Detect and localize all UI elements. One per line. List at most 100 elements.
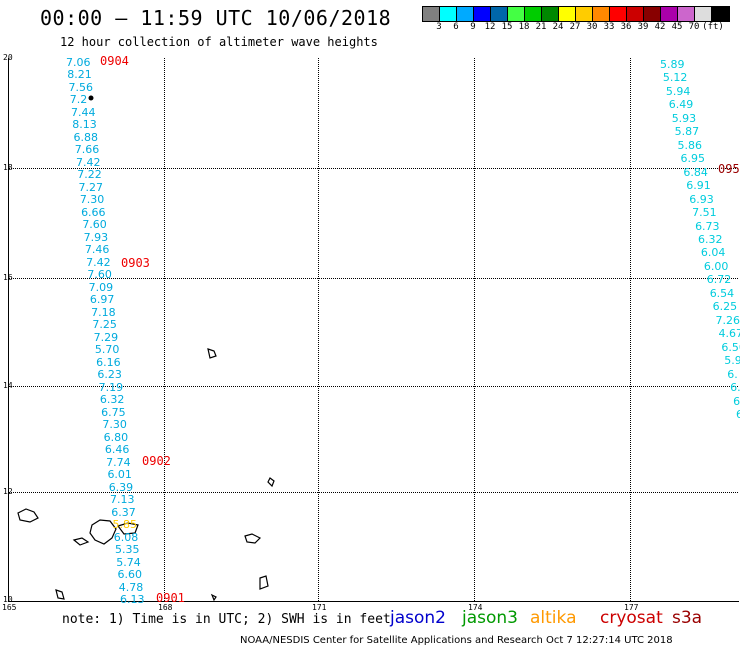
x-axis-label: 171 <box>312 603 327 612</box>
colorbar-tick-label: 42 <box>654 22 666 32</box>
swh-point-west: 6.08 <box>113 530 139 544</box>
colorbar-tick-label: 39 <box>637 22 649 32</box>
colorbar-tick-label: (ft) <box>702 22 724 32</box>
grid-line-horizontal <box>8 168 738 169</box>
satellite-legend-altika: altika <box>530 608 577 628</box>
colorbar-tick-label: 9 <box>470 22 476 32</box>
swh-point-west: 7.27 <box>78 180 104 194</box>
island-2 <box>72 537 90 546</box>
swh-point-east: 6.91 <box>686 179 711 193</box>
grid-line-vertical <box>164 58 165 601</box>
colorbar-tick-label: 24 <box>552 22 564 32</box>
swh-point-west: 6.60 <box>117 568 142 582</box>
colorbar-swatch <box>508 7 525 21</box>
colorbar-tick-label: 6 <box>453 22 459 32</box>
y-axis-label: 16 <box>3 273 13 282</box>
swh-point-west: 7.66 <box>74 143 100 157</box>
swh-point-west: 6.88 <box>73 130 99 144</box>
swh-point-east: 6.04 <box>700 246 726 260</box>
satellite-legend-s3a: s3a <box>672 608 703 628</box>
colorbar-tick-label: 36 <box>620 22 632 32</box>
swh-point-east: 6.72 <box>706 273 732 287</box>
colorbar-swatch <box>559 7 576 21</box>
swh-point-west: 6.23 <box>97 368 122 382</box>
colorbar-swatch <box>627 7 644 21</box>
grid-line-horizontal <box>8 278 738 279</box>
colorbar-swatch <box>661 7 678 21</box>
y-axis-label: 10 <box>3 595 13 604</box>
swh-point-east: 7.26 <box>715 313 740 327</box>
swh-point-west: 7.74 <box>106 455 131 469</box>
swh-point-west: 7.30 <box>79 193 105 207</box>
island-3 <box>89 519 117 545</box>
colorbar-tick-label: 15 <box>501 22 513 32</box>
swh-point-east: 5.9 <box>724 354 740 368</box>
swh-point-west: 6.75 <box>101 405 126 419</box>
satellite-legend-jason2: jason2 <box>390 608 446 628</box>
island-6 <box>267 477 275 488</box>
swh-point-east: 6.50 <box>721 340 740 354</box>
island-8 <box>259 575 269 590</box>
swh-point-west: 8.13 <box>72 118 97 132</box>
colorbar-swatch <box>644 7 661 21</box>
island-10 <box>210 593 217 602</box>
swh-point-west: 5.85 <box>112 518 137 532</box>
colorbar-swatch <box>576 7 593 21</box>
swh-point-west: 5.35 <box>114 543 140 557</box>
swh-point-east: 6. <box>730 381 740 395</box>
swh-point-west: 7.56 <box>68 80 94 94</box>
colorbar-tick-label: 21 <box>535 22 547 32</box>
swh-point-east: 6. <box>733 394 740 408</box>
colorbar-swatch <box>542 7 559 21</box>
swh-point-west: 7.22 <box>77 168 102 182</box>
swh-point-west: 7.60 <box>82 218 107 232</box>
swh-point-west: 7.06 <box>66 56 91 69</box>
colorbar-swatch <box>610 7 627 21</box>
colorbar-tick-label: 30 <box>586 22 598 32</box>
satellite-legend-cryosat: cryosat <box>600 608 663 628</box>
colorbar-ticks: 3 6 9 12 15 18 21 24 27 30 33 36 39 42 45 70 (ft) <box>422 22 732 34</box>
swh-point-east: 6.84 <box>683 165 708 179</box>
swh-point-east: 6.25 <box>712 300 738 314</box>
swh-point-east: 5.86 <box>677 138 703 152</box>
island-5 <box>207 348 217 359</box>
swh-point-west: 6.46 <box>104 443 130 457</box>
swh-point-west: 4.78 <box>118 580 144 594</box>
swh-point-west: 7.44 <box>71 105 96 119</box>
swh-point-west: 8.21 <box>67 68 92 82</box>
time-label-0904: 0904 <box>100 54 129 68</box>
colorbar-swatch <box>440 7 457 21</box>
swh-point-west: 7.18 <box>91 305 116 319</box>
island-7 <box>244 533 262 544</box>
swh-point-west: 6.01 <box>107 468 132 482</box>
x-axis-label: 165 <box>2 603 17 612</box>
time-label-095: 095 <box>718 162 740 176</box>
swh-point-west: 6.66 <box>81 205 106 219</box>
swh-point-east: 6.49 <box>668 98 694 112</box>
swh-point-east: 5.93 <box>671 111 697 125</box>
swh-point-west: 6.80 <box>103 430 129 444</box>
swh-point-east: 6. <box>727 367 738 381</box>
swh-point-west: 7.2 <box>69 93 88 107</box>
colorbar-swatch <box>712 7 729 21</box>
colorbar-tick-label: 18 <box>518 22 530 32</box>
grid-line-vertical <box>318 58 319 601</box>
swh-point-east: 6.00 <box>703 259 729 273</box>
colorbar-swatch <box>423 7 440 21</box>
swh-point-west: 7.25 <box>92 318 117 332</box>
swh-point-west: 7.42 <box>86 255 111 269</box>
swh-point-west: 7.19 <box>98 380 124 394</box>
footer-credit: NOAA/NESDIS Center for Satellite Applica… <box>240 635 673 646</box>
swh-point-east: 6. <box>736 408 740 421</box>
colorbar-swatch <box>474 7 491 21</box>
swh-point-west: 7.93 <box>83 230 109 244</box>
colorbar-tick-label: 3 <box>436 22 442 32</box>
grid-line-horizontal <box>8 386 738 387</box>
swh-point-east: 4.67 <box>718 327 740 341</box>
colorbar-swatch <box>593 7 610 21</box>
swh-point-west: 7.30 <box>102 418 127 432</box>
map-plot-area <box>8 58 739 602</box>
time-label-0901: 0901 <box>156 591 185 605</box>
colorbar-swatch <box>678 7 695 21</box>
colorbar-tick-label: 45 <box>671 22 683 32</box>
